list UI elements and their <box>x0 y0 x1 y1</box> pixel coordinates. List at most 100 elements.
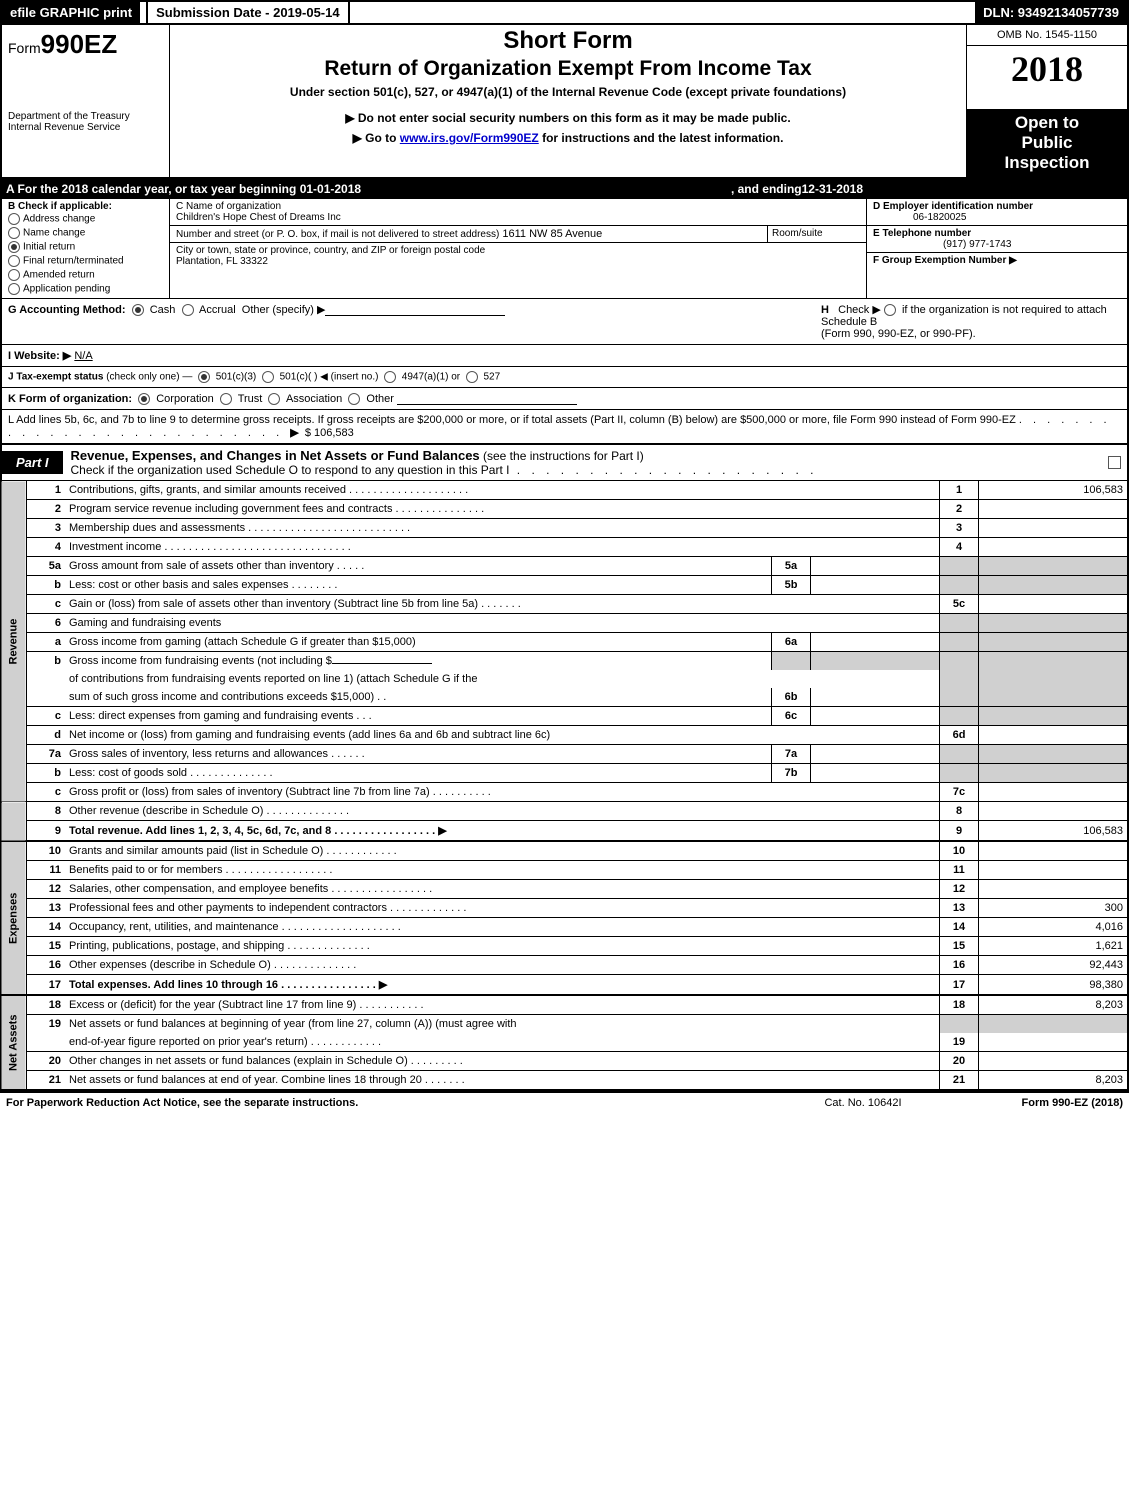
table-row: 13Professional fees and other payments t… <box>1 899 1128 918</box>
title-return: Return of Organization Exempt From Incom… <box>176 57 960 81</box>
table-row: end-of-year figure reported on prior yea… <box>1 1033 1128 1052</box>
gross-receipts-value: $ 106,583 <box>305 427 354 439</box>
table-row: cGain or (loss) from sale of assets othe… <box>1 595 1128 614</box>
part-1-title: Revenue, Expenses, and Changes in Net As… <box>71 448 480 463</box>
side-label-expenses: Expenses <box>1 841 27 995</box>
table-row: of contributions from fundraising events… <box>1 670 1128 688</box>
table-row: 5aGross amount from sale of assets other… <box>1 557 1128 576</box>
radio-corporation[interactable] <box>138 393 150 405</box>
chk-name-change[interactable] <box>8 227 20 239</box>
radio-other-org[interactable] <box>348 393 360 405</box>
table-row: 19 Net assets or fund balances at beginn… <box>1 1015 1128 1034</box>
table-row: dNet income or (loss) from gaming and fu… <box>1 726 1128 745</box>
table-row: 8Other revenue (describe in Schedule O) … <box>1 802 1128 821</box>
radio-4947[interactable] <box>384 371 396 383</box>
value-line-17: 98,380 <box>979 975 1129 996</box>
value-line-9: 106,583 <box>979 821 1129 842</box>
table-row: Expenses 10Grants and similar amounts pa… <box>1 841 1128 861</box>
table-row: 12Salaries, other compensation, and empl… <box>1 880 1128 899</box>
table-row: 9Total revenue. Add lines 1, 2, 3, 4, 5c… <box>1 821 1128 842</box>
radio-501c3[interactable] <box>198 371 210 383</box>
value-line-14: 4,016 <box>979 918 1129 937</box>
table-row: bLess: cost of goods sold . . . . . . . … <box>1 764 1128 783</box>
irs-link[interactable]: www.irs.gov/Form990EZ <box>400 131 539 145</box>
table-row: 20Other changes in net assets or fund ba… <box>1 1052 1128 1071</box>
value-line-21: 8,203 <box>979 1071 1129 1091</box>
row-k: K Form of organization: Corporation Trus… <box>0 388 1129 410</box>
irs-label: Internal Revenue Service <box>8 122 120 133</box>
chk-application-pending[interactable] <box>8 283 20 295</box>
radio-trust[interactable] <box>220 393 232 405</box>
telephone-value: (917) 977-1743 <box>873 239 1011 250</box>
row-i-label: I Website: ▶ <box>8 350 71 362</box>
part-1-subtitle: Check if the organization used Schedule … <box>71 463 510 477</box>
row-l: L Add lines 5b, 6c, and 7b to line 9 to … <box>0 410 1129 443</box>
row-i: I Website: ▶ N/A <box>0 345 1129 367</box>
omb-number: OMB No. 1545-1150 <box>967 25 1127 46</box>
table-row: Net Assets 18Excess or (deficit) for the… <box>1 995 1128 1015</box>
table-row: 15Printing, publications, postage, and s… <box>1 937 1128 956</box>
table-row: cGross profit or (loss) from sales of in… <box>1 783 1128 802</box>
row-h-label: H <box>821 304 829 316</box>
chk-schedule-b[interactable] <box>884 304 896 316</box>
website-value: N/A <box>74 350 92 362</box>
radio-accrual[interactable] <box>182 304 194 316</box>
table-row: 14Occupancy, rent, utilities, and mainte… <box>1 918 1128 937</box>
radio-cash[interactable] <box>132 304 144 316</box>
row-j: J Tax-exempt status (check only one) — 5… <box>0 367 1129 388</box>
table-row: Revenue 1 Contributions, gifts, grants, … <box>1 481 1128 500</box>
chk-final-return[interactable] <box>8 255 20 267</box>
table-row: 4Investment income . . . . . . . . . . .… <box>1 538 1128 557</box>
open-to-public: Open to Public Inspection <box>967 109 1127 177</box>
city-state-zip: Plantation, FL 33322 <box>176 256 268 267</box>
info-block: B Check if applicable: Address change Na… <box>0 199 1129 299</box>
radio-association[interactable] <box>268 393 280 405</box>
part-1-label: Part I <box>2 451 63 474</box>
box-e-label: E Telephone number <box>873 228 971 239</box>
row-k-label: K Form of organization: <box>8 393 132 405</box>
value-line-13: 300 <box>979 899 1129 918</box>
side-label-revenue: Revenue <box>1 481 27 802</box>
radio-501c[interactable] <box>262 371 274 383</box>
table-row: 17Total expenses. Add lines 10 through 1… <box>1 975 1128 996</box>
table-row: 6Gaming and fundraising events <box>1 614 1128 633</box>
tax-year: 2018 <box>967 46 1127 92</box>
row-l-text: L Add lines 5b, 6c, and 7b to line 9 to … <box>8 414 1016 426</box>
top-bar: efile GRAPHIC print Submission Date - 20… <box>0 0 1129 25</box>
dept-treasury: Department of the Treasury <box>8 111 130 122</box>
efile-print-button[interactable]: efile GRAPHIC print <box>2 2 140 23</box>
table-row: 7aGross sales of inventory, less returns… <box>1 745 1128 764</box>
form-header: Form990EZ Short Form Return of Organizat… <box>0 25 1129 109</box>
part-1-lines: Revenue 1 Contributions, gifts, grants, … <box>0 481 1129 1091</box>
org-name: Children's Hope Chest of Dreams Inc <box>176 212 341 223</box>
chk-schedule-o-part1[interactable] <box>1108 456 1121 469</box>
table-row: b Gross income from fundraising events (… <box>1 652 1128 671</box>
side-label-net-assets: Net Assets <box>1 995 27 1090</box>
chk-address-change[interactable] <box>8 213 20 225</box>
box-d-label: D Employer identification number <box>873 201 1033 212</box>
table-row: 21Net assets or fund balances at end of … <box>1 1071 1128 1091</box>
row-g-h: G Accounting Method: Cash Accrual Other … <box>0 299 1129 345</box>
row-j-label: J Tax-exempt status <box>8 372 103 383</box>
subtitle: Under section 501(c), 527, or 4947(a)(1)… <box>176 85 960 99</box>
dept-row: Department of the Treasury Internal Reve… <box>0 109 1129 179</box>
goto-instructions: ▶ Go to www.irs.gov/Form990EZ for instru… <box>172 131 964 145</box>
radio-527[interactable] <box>466 371 478 383</box>
part-1-header: Part I Revenue, Expenses, and Changes in… <box>0 443 1129 481</box>
value-line-18: 8,203 <box>979 995 1129 1015</box>
line-a: A For the 2018 calendar year, or tax yea… <box>0 179 1129 199</box>
box-f-label: F Group Exemption Number ▶ <box>873 255 1017 266</box>
table-row: cLess: direct expenses from gaming and f… <box>1 707 1128 726</box>
value-line-1: 106,583 <box>979 481 1129 500</box>
table-row: 11Benefits paid to or for members . . . … <box>1 861 1128 880</box>
catalog-number: Cat. No. 10642I <box>763 1097 963 1109</box>
room-suite-label: Room/suite <box>767 226 866 243</box>
dln: DLN: 93492134057739 <box>975 2 1127 23</box>
box-c-label: C Name of organization <box>176 201 860 212</box>
chk-amended-return[interactable] <box>8 269 20 281</box>
chk-initial-return[interactable] <box>8 241 20 253</box>
value-line-15: 1,621 <box>979 937 1129 956</box>
table-row: bLess: cost or other basis and sales exp… <box>1 576 1128 595</box>
row-g-label: G Accounting Method: <box>8 304 126 316</box>
form-id-footer: Form 990-EZ (2018) <box>963 1097 1123 1109</box>
